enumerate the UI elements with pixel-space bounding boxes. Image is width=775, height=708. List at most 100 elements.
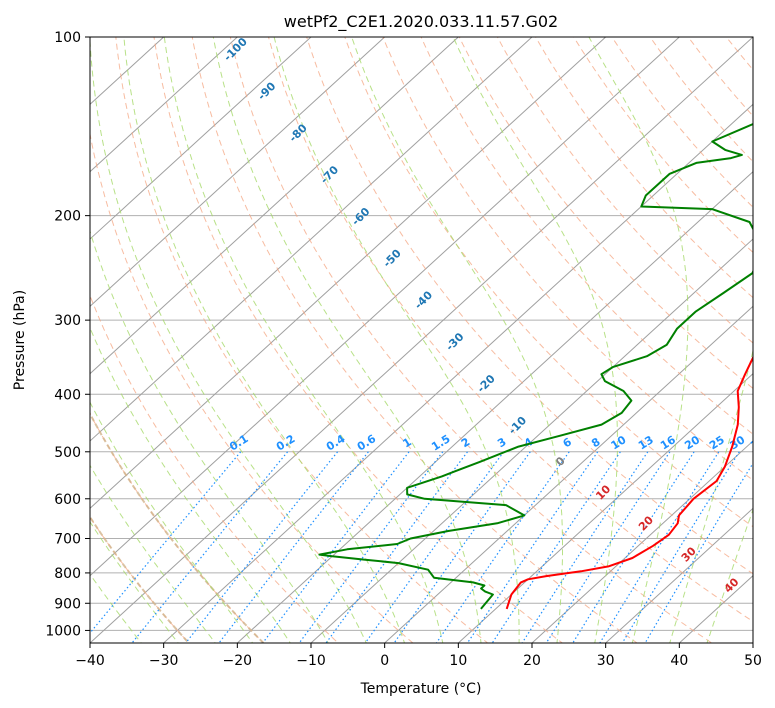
- moist-adiabat-line: [90, 229, 329, 643]
- moist-adiabat-line: [163, 37, 444, 643]
- y-tick-label: 500: [54, 445, 81, 461]
- mixing-ratio-line: [644, 462, 753, 643]
- dry-adiabat-line: [90, 411, 265, 643]
- y-tick-label: 200: [54, 209, 81, 225]
- moist-adiabat-label: -60: [349, 205, 372, 228]
- moist-adiabat-line: [90, 401, 254, 643]
- dry-adiabat-line: [344, 37, 753, 528]
- dry-adiabat-line: [90, 515, 191, 643]
- isotherm-line: [457, 372, 753, 643]
- moist-adiabat-line: [123, 37, 406, 643]
- dry-adiabat-line: [267, 37, 753, 623]
- isotherm-line: [310, 238, 753, 643]
- mixing-ratio-line: [545, 451, 671, 643]
- mixing-ratio-line: [466, 451, 599, 643]
- dry-adiabat-line: [90, 516, 190, 643]
- plot-frame: [89, 36, 754, 644]
- dry-adiabat-line: [90, 294, 339, 643]
- moist-adiabat-line: [90, 573, 142, 643]
- isotherm-line: [90, 37, 607, 510]
- moist-adiabat-lines: [90, 37, 753, 643]
- temperature-profile-line: [505, 355, 753, 610]
- isotherm-line: [90, 37, 681, 577]
- moist-adiabat-line: [452, 37, 618, 643]
- x-tick-label: 40: [670, 653, 688, 669]
- dry-adiabat-label: 0: [553, 454, 568, 469]
- mixing-ratio-label: 3: [495, 435, 508, 450]
- moist-adiabat-line: [273, 37, 520, 643]
- mixing-ratio-label: 0.2: [274, 432, 297, 453]
- isotherm-line: [383, 305, 753, 643]
- moist-adiabat-label: -40: [412, 288, 435, 311]
- dry-adiabat-line: [611, 37, 753, 208]
- mixing-ratio-label: 6: [561, 435, 575, 450]
- mixing-ratio-line: [298, 451, 444, 643]
- dry-adiabat-line: [382, 37, 753, 481]
- dry-adiabat-line: [687, 37, 753, 117]
- moist-adiabat-line: [90, 326, 291, 643]
- moist-adiabat-label: -80: [287, 121, 310, 144]
- dry-adiabat-line: [420, 37, 753, 435]
- x-tick-label: 0: [380, 653, 389, 669]
- x-axis-ticks: −40 −30 −20 −10 0 10 20 30 40 50: [75, 643, 762, 669]
- y-tick-label: 700: [54, 532, 81, 548]
- moist-adiabat-label: -30: [443, 330, 466, 353]
- moist-adiabat-line: [90, 37, 367, 643]
- isotherm-line: [90, 37, 386, 308]
- dry-adiabat-label: 40: [722, 575, 742, 595]
- dry-adiabat-line: [649, 37, 753, 163]
- moist-adiabat-label: -100: [221, 35, 250, 64]
- dry-adiabat-line: [191, 37, 638, 643]
- dry-adiabat-label: 30: [679, 544, 699, 564]
- isotherm-line: [236, 170, 753, 643]
- dry-adiabat-line: [725, 37, 753, 71]
- dewpoint-profile-line: [318, 122, 753, 610]
- dry-adiabat-line: [115, 37, 489, 643]
- x-tick-label: −30: [149, 653, 179, 669]
- dry-adiabat-line: [754, 24, 775, 655]
- dry-adiabat-line: [535, 37, 753, 299]
- isotherm-line: [90, 37, 533, 442]
- mixing-ratio-label: 36: [748, 433, 768, 452]
- moist-adiabat-label: -10: [506, 414, 529, 437]
- x-tick-label: −40: [75, 653, 105, 669]
- mixing-ratio-line: [435, 451, 570, 643]
- y-tick-label: 300: [54, 313, 81, 329]
- mixing-ratio-line: [184, 451, 339, 643]
- sounding-profiles: [318, 122, 753, 610]
- x-tick-label: −10: [296, 653, 326, 669]
- moist-adiabat-label: -50: [381, 247, 404, 270]
- x-axis-title: Temperature (°C): [360, 681, 482, 697]
- x-tick-label: 50: [744, 653, 762, 669]
- dry-adiabat-line: [458, 37, 753, 390]
- mixing-ratio-line: [90, 451, 242, 634]
- x-tick-label: 30: [597, 653, 615, 669]
- moist-adiabat-line: [706, 508, 753, 643]
- dry-adiabat-label: 10: [593, 482, 613, 502]
- y-tick-label: 800: [54, 566, 81, 582]
- moist-adiabat-line: [90, 521, 179, 643]
- isotherm-line: [531, 440, 753, 643]
- mixing-ratio-label: 1.5: [429, 432, 452, 453]
- mixing-ratio-line: [218, 451, 369, 643]
- mixing-ratio-label: 0.4: [324, 432, 348, 454]
- x-tick-label: −20: [223, 653, 253, 669]
- mixing-ratio-line: [491, 451, 621, 643]
- moist-adiabat-label: -70: [318, 163, 341, 186]
- isotherm-line: [90, 37, 239, 173]
- y-tick-label: 600: [54, 492, 81, 508]
- moist-adiabat-line: [90, 464, 216, 643]
- moist-adiabat-line: [351, 37, 563, 643]
- dry-adiabat-line: [229, 37, 713, 643]
- dry-adiabat-label: 20: [636, 513, 656, 533]
- mixing-ratio-line: [364, 451, 505, 643]
- y-tick-label: 400: [54, 387, 81, 403]
- isotherm-line: [162, 103, 753, 643]
- mixing-ratio-line: [131, 451, 289, 643]
- dry-adiabat-line: [90, 131, 414, 643]
- moist-adiabat-labels: -100-90 -80 -70 -60 -50 -40 -30 -20 -10: [221, 35, 529, 437]
- dry-adiabat-line: [306, 37, 753, 575]
- y-tick-label: 100: [54, 30, 81, 46]
- moist-adiabat-line: [588, 37, 689, 643]
